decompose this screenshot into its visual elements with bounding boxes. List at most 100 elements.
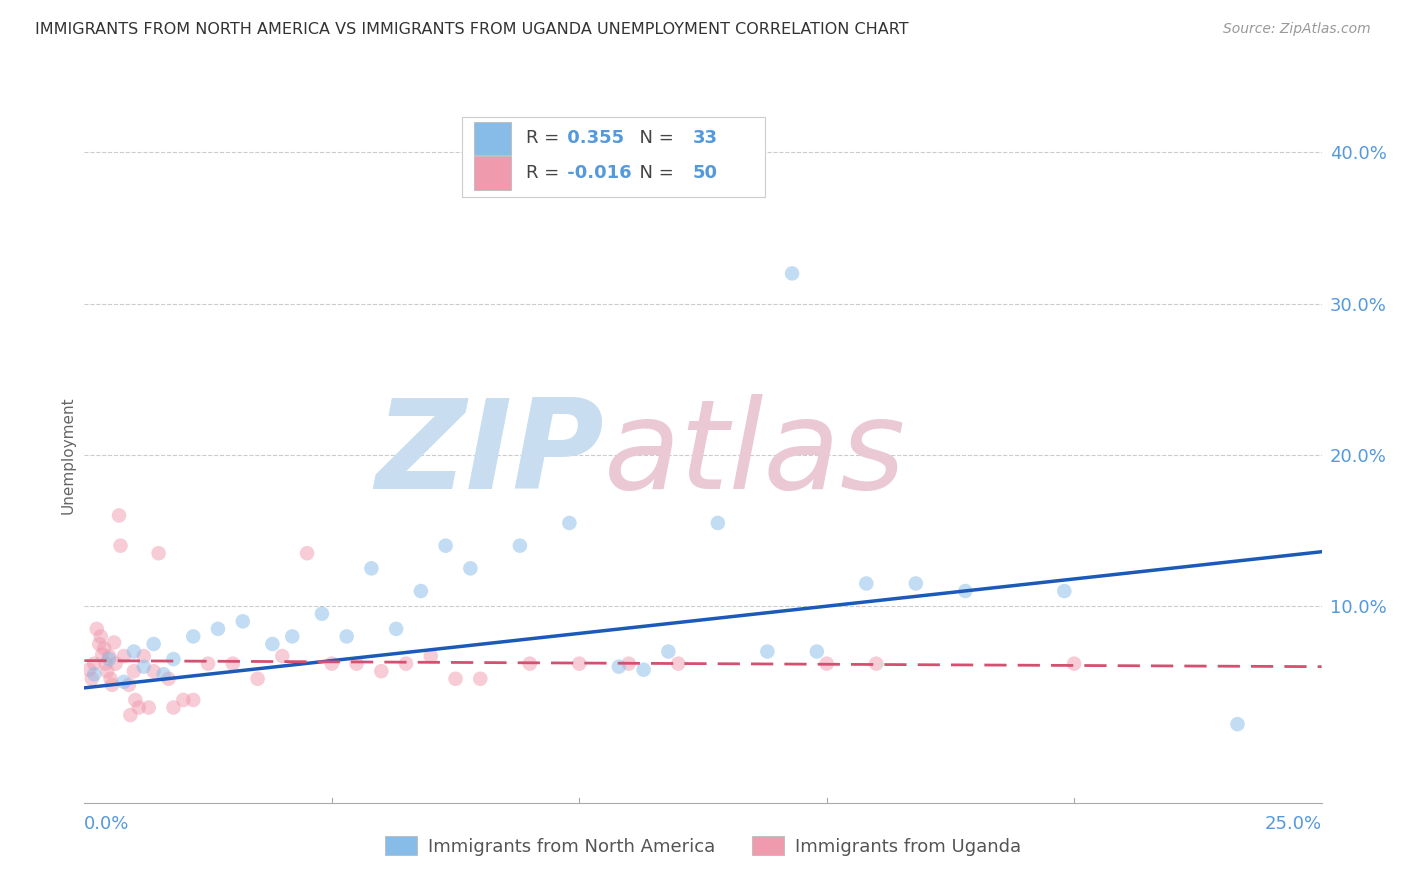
- Point: [321, 657, 343, 671]
- Text: -0.016: -0.016: [561, 164, 631, 182]
- Point: [1063, 657, 1085, 671]
- Point: [89, 637, 111, 651]
- Point: [138, 700, 160, 714]
- Text: 50: 50: [693, 164, 718, 182]
- Point: [128, 700, 150, 714]
- Point: [96, 664, 118, 678]
- Point: [419, 649, 441, 664]
- Point: [262, 637, 284, 651]
- Point: [232, 615, 254, 629]
- Point: [444, 672, 467, 686]
- Point: [360, 561, 382, 575]
- Point: [181, 693, 204, 707]
- Point: [152, 667, 174, 681]
- Point: [79, 663, 101, 677]
- Point: [815, 657, 838, 671]
- Text: 33: 33: [693, 129, 718, 147]
- Point: [93, 641, 115, 656]
- Point: [865, 657, 887, 671]
- Point: [470, 672, 492, 686]
- Point: [197, 657, 219, 671]
- Point: [86, 622, 108, 636]
- Point: [104, 657, 127, 671]
- Point: [460, 561, 482, 575]
- Point: [780, 267, 803, 281]
- Text: R =: R =: [526, 129, 565, 147]
- Y-axis label: Unemployment: Unemployment: [60, 396, 76, 514]
- Bar: [474, 156, 512, 190]
- Point: [657, 644, 679, 658]
- Text: IMMIGRANTS FROM NORTH AMERICA VS IMMIGRANTS FROM UGANDA UNEMPLOYMENT CORRELATION: IMMIGRANTS FROM NORTH AMERICA VS IMMIGRA…: [35, 22, 908, 37]
- Point: [142, 637, 165, 651]
- Point: [1053, 584, 1076, 599]
- Point: [295, 546, 318, 560]
- Text: 0.355: 0.355: [561, 129, 624, 147]
- Point: [955, 584, 977, 599]
- Point: [806, 644, 828, 658]
- Point: [98, 652, 121, 666]
- Point: [101, 678, 124, 692]
- Point: [617, 657, 640, 671]
- Point: [80, 672, 103, 686]
- Point: [271, 649, 294, 664]
- Point: [434, 539, 457, 553]
- Text: ZIP: ZIP: [375, 394, 605, 516]
- Point: [103, 635, 125, 649]
- Legend: Immigrants from North America, Immigrants from Uganda: Immigrants from North America, Immigrant…: [378, 830, 1028, 863]
- Point: [148, 546, 170, 560]
- Point: [568, 657, 591, 671]
- Text: R =: R =: [526, 164, 565, 182]
- Point: [118, 678, 141, 692]
- Point: [112, 674, 135, 689]
- Point: [120, 708, 142, 723]
- Point: [222, 657, 245, 671]
- Point: [246, 672, 269, 686]
- Point: [90, 629, 112, 643]
- Point: [122, 644, 145, 658]
- Point: [509, 539, 531, 553]
- Point: [666, 657, 689, 671]
- Point: [756, 644, 779, 658]
- Point: [157, 672, 180, 686]
- Point: [281, 629, 304, 643]
- Point: [142, 664, 165, 678]
- Point: [162, 652, 184, 666]
- Text: Source: ZipAtlas.com: Source: ZipAtlas.com: [1223, 22, 1371, 37]
- Text: N =: N =: [627, 164, 679, 182]
- Point: [132, 659, 155, 673]
- Point: [519, 657, 541, 671]
- Point: [181, 629, 204, 643]
- Point: [94, 657, 117, 671]
- Point: [108, 508, 131, 523]
- Point: [83, 667, 105, 681]
- Point: [83, 657, 105, 671]
- Point: [162, 700, 184, 714]
- Point: [311, 607, 333, 621]
- Point: [607, 659, 630, 673]
- Point: [707, 516, 730, 530]
- Point: [633, 663, 655, 677]
- Bar: [474, 121, 512, 155]
- Bar: [461, 118, 765, 197]
- Point: [98, 649, 121, 664]
- Point: [855, 576, 877, 591]
- Point: [904, 576, 927, 591]
- Point: [207, 622, 229, 636]
- Point: [558, 516, 581, 530]
- Point: [172, 693, 194, 707]
- Point: [346, 657, 368, 671]
- Point: [336, 629, 359, 643]
- Point: [110, 539, 132, 553]
- Point: [124, 693, 146, 707]
- Point: [122, 664, 145, 678]
- Point: [370, 664, 392, 678]
- Point: [100, 672, 122, 686]
- Text: 25.0%: 25.0%: [1264, 815, 1322, 833]
- Point: [1226, 717, 1249, 731]
- Text: atlas: atlas: [605, 394, 905, 516]
- Point: [91, 648, 114, 662]
- Text: 0.0%: 0.0%: [84, 815, 129, 833]
- Point: [112, 649, 135, 664]
- Point: [132, 649, 155, 664]
- Point: [385, 622, 408, 636]
